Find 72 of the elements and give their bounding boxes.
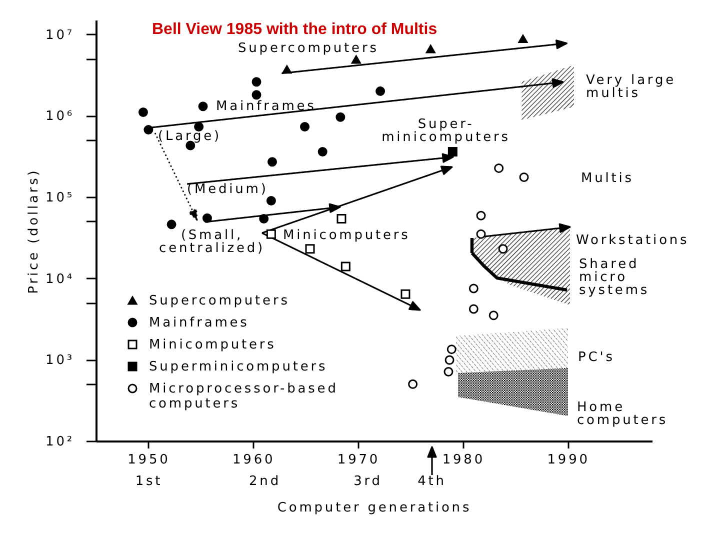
- point: [494, 163, 504, 173]
- point: [318, 147, 328, 156]
- y-tick-label: 10⁴: [46, 272, 74, 287]
- legend-label: Superminicomputers: [149, 360, 328, 374]
- point: [144, 125, 154, 135]
- x-axis-title: Computer generations: [277, 500, 472, 516]
- point: [166, 220, 176, 230]
- annotation: Minicomputers: [283, 228, 410, 243]
- chart-title: Bell View 1985 with the intro of Multis: [152, 21, 438, 38]
- point: [476, 210, 486, 220]
- point: [351, 55, 361, 64]
- point: [252, 77, 262, 87]
- annotation: PC's: [578, 350, 615, 365]
- legend-label: Microprocessor-based computers: [149, 382, 338, 412]
- y-axis-title: Price (dollars): [26, 168, 42, 294]
- y-tick-label: 10³: [46, 353, 74, 368]
- x-tick-label: 1960: [232, 452, 276, 468]
- x-tick-label: 1980: [442, 452, 486, 468]
- point: [444, 367, 454, 377]
- point: [446, 344, 456, 354]
- point: [468, 304, 478, 314]
- annotation: Very large multis: [586, 73, 676, 101]
- annotation: Workstations: [576, 233, 690, 248]
- point: [498, 244, 508, 254]
- point: [252, 90, 262, 100]
- x-tick-label: 1970: [337, 452, 380, 468]
- annotation: (Medium): [187, 182, 268, 197]
- y-tick-label: 10⁶: [46, 109, 74, 124]
- point: [519, 172, 529, 182]
- annotation: (Small, centralized): [159, 228, 265, 256]
- point: [444, 355, 454, 365]
- y-tick-label: 10⁵: [46, 190, 74, 206]
- point: [476, 229, 486, 239]
- point: [202, 213, 212, 223]
- annotation: Super- minicomputers: [382, 117, 510, 145]
- point: [266, 196, 276, 206]
- annotation: Mainframes: [216, 99, 316, 114]
- text: 4th: [418, 474, 446, 489]
- text: 3rd: [354, 474, 382, 489]
- point: [400, 289, 410, 299]
- legend-label: Supercomputers: [149, 294, 290, 308]
- point: [266, 229, 276, 239]
- point: [426, 44, 436, 54]
- annotation: Multis: [581, 171, 634, 186]
- x-tick-label: 1990: [547, 452, 590, 468]
- point: [282, 65, 292, 74]
- annotation: Shared micro systems: [579, 257, 650, 298]
- point: [198, 102, 208, 112]
- point: [488, 310, 498, 320]
- point: [340, 262, 350, 272]
- point: [267, 157, 277, 167]
- point: [259, 214, 269, 224]
- point: [518, 34, 528, 44]
- point: [448, 146, 458, 156]
- annotation: Supercomputers: [238, 41, 379, 56]
- y-tick-label: 10⁷: [46, 28, 74, 43]
- point: [336, 112, 346, 122]
- x-tick-label: 1950: [128, 452, 170, 468]
- point: [305, 244, 315, 254]
- legend-label: Minicomputers: [149, 338, 276, 352]
- point: [376, 86, 386, 96]
- point: [468, 284, 478, 294]
- text: 2nd: [249, 474, 281, 489]
- legend-label: Mainframes: [149, 316, 250, 330]
- point: [138, 108, 148, 118]
- annotation: (Large): [158, 129, 222, 144]
- text: 1st: [135, 474, 163, 489]
- point: [408, 379, 418, 389]
- point: [300, 122, 310, 132]
- point: [336, 214, 346, 224]
- y-tick-label: 10²: [46, 434, 74, 450]
- annotation: Home computers: [577, 400, 668, 428]
